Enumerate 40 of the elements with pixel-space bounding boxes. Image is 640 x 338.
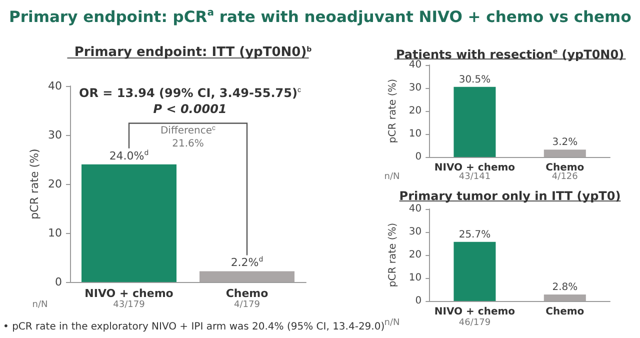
x-tick-label: Chemo <box>546 306 584 318</box>
x-tick-label: NIVO + chemo <box>84 287 174 300</box>
x-tick-label: NIVO + chemo <box>434 306 516 318</box>
text: n/N <box>384 318 400 328</box>
y-tick-label: 40 <box>48 80 62 92</box>
data-label: 30.5% <box>458 74 491 86</box>
annotation: 21.6% <box>172 138 204 150</box>
data-label: 25.7% <box>458 229 491 240</box>
y-tick-label: 20 <box>48 178 62 190</box>
y-tick-label: 10 <box>408 272 422 284</box>
y-tick-label: 10 <box>408 128 422 140</box>
x-tick-label: Chemo <box>546 162 584 174</box>
y-tick-label: 30 <box>48 128 62 142</box>
y-axis-title: pCR rate (%) <box>388 222 398 288</box>
y-tick-label: 0 <box>55 276 62 288</box>
data-label: 3.2% <box>552 137 578 148</box>
y-tick-label: 20 <box>408 106 422 116</box>
y-tick-label: 40 <box>408 204 422 214</box>
text: 4/126 <box>552 172 578 182</box>
y-axis-title: pCR rate (%) <box>388 78 398 144</box>
text: n/N <box>384 172 400 182</box>
data-label: 2.8% <box>552 282 578 294</box>
y-tick-label: 0 <box>415 296 422 306</box>
y-tick-label: 10 <box>48 226 62 240</box>
y-tick-label: 30 <box>408 82 422 94</box>
y-tick-label: 20 <box>408 250 422 260</box>
text: 4/179 <box>234 300 260 310</box>
y-tick-label: 30 <box>408 226 422 238</box>
text: 43/141 <box>458 172 491 182</box>
annotation: P < 0.0001 <box>153 102 227 116</box>
text: n/N <box>32 300 48 310</box>
x-tick-label: NIVO + chemo <box>434 162 516 174</box>
x-tick-label: Chemo <box>226 287 269 300</box>
text: 46/179 <box>458 318 491 328</box>
text: 43/179 <box>113 300 146 310</box>
text: • pCR rate in the exploratory NIVO + IPI arm was 20.4% (95% CI, 13.4-29.0) <box>3 322 385 332</box>
y-tick-label: 40 <box>408 60 422 70</box>
y-axis-title: pCR rate (%) <box>28 148 41 220</box>
y-tick-label: 0 <box>415 152 422 162</box>
chart-title: Primary tumor only in ITT (ypT0) <box>399 189 621 203</box>
